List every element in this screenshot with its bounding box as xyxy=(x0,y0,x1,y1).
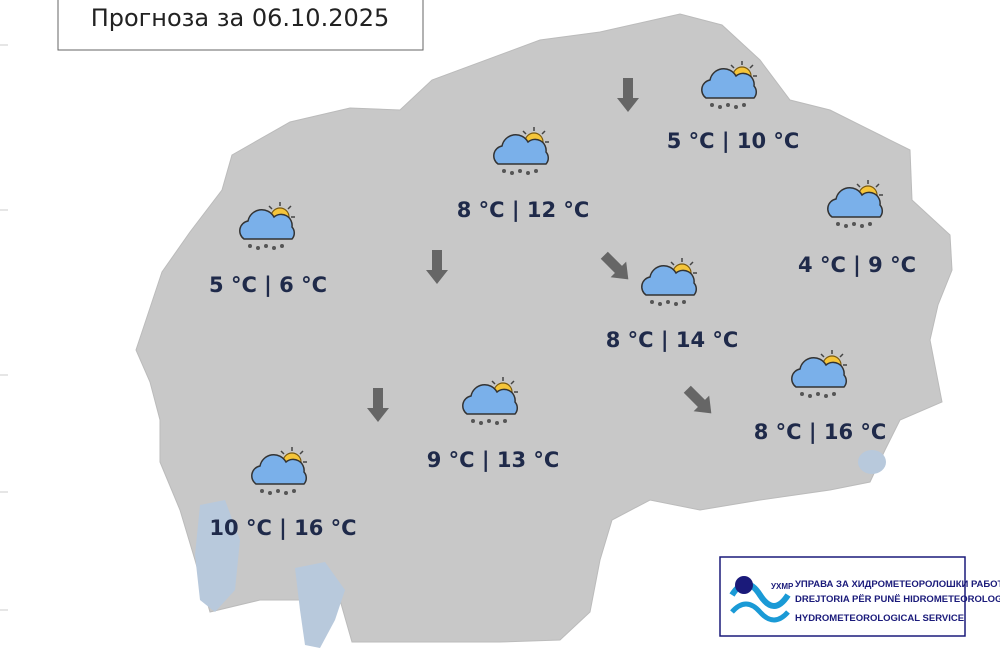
country-shape xyxy=(135,13,953,643)
temps: 5 °C | 10 °C xyxy=(667,129,800,154)
logo-abbr: УХМР xyxy=(771,582,794,591)
temps: 8 °C | 16 °C xyxy=(754,420,887,445)
temps: 8 °C | 14 °C xyxy=(606,328,739,353)
axis-ticks xyxy=(0,44,8,611)
logo-line: HYDROMETEOROLOGICAL SERVICE xyxy=(795,613,964,624)
logo-line: УПРАВА ЗА ХИДРОМЕТЕОРОЛОШКИ РАБОТИ xyxy=(795,579,1000,590)
lakes xyxy=(195,450,886,648)
temps: 4 °C | 9 °C xyxy=(798,253,916,278)
logo: УХМР УПРАВА ЗА ХИДРОМЕТЕОРОЛОШКИ РАБОТИ … xyxy=(719,556,1000,637)
title-box xyxy=(57,0,424,51)
logo-line: DREJTORIA PËR PUNË HIDROMETEOROLOGJIKE xyxy=(795,594,1000,605)
temps: 5 °C | 6 °C xyxy=(209,273,327,298)
temps: 8 °C | 12 °C xyxy=(457,198,590,223)
temps: 10 °C | 16 °C xyxy=(209,516,356,541)
temps: 9 °C | 13 °C xyxy=(427,448,560,473)
title: Прогноза за 06.10.2025 xyxy=(91,4,390,32)
